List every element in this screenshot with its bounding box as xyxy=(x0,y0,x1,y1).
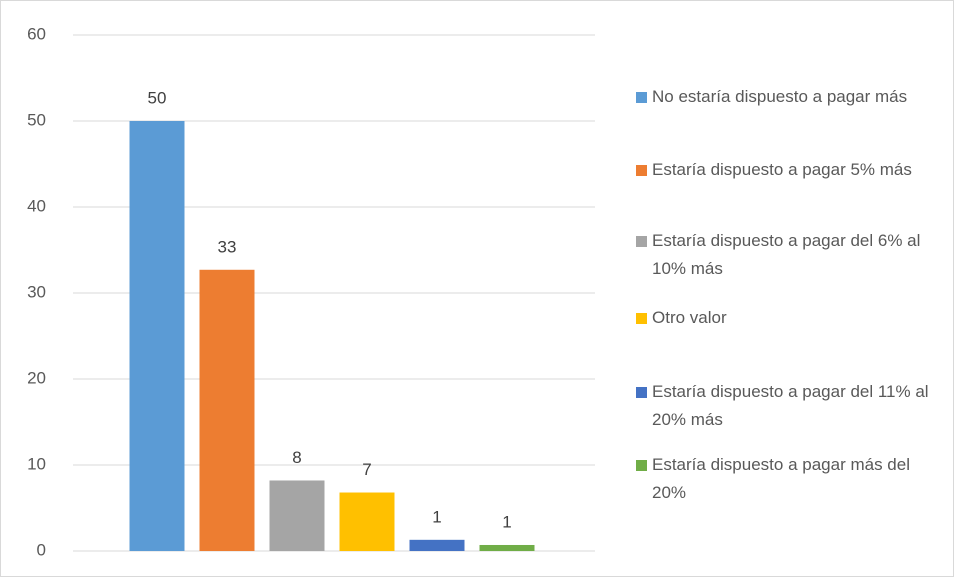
data-label: 1 xyxy=(432,507,441,526)
y-tick-label: 60 xyxy=(27,24,46,43)
legend-item: No estaría dispuesto a pagar más xyxy=(636,83,936,111)
y-tick-label: 10 xyxy=(27,454,46,473)
legend-label: Otro valor xyxy=(652,308,727,327)
legend-label: Estaría dispuesto a pagar del 11% al 20%… xyxy=(652,382,929,429)
y-tick-label: 30 xyxy=(27,282,46,301)
data-label: 8 xyxy=(292,448,301,467)
y-tick-label: 40 xyxy=(27,196,46,215)
legend-label: Estaría dispuesto a pagar más del 20% xyxy=(652,455,910,502)
data-label: 50 xyxy=(148,88,167,107)
data-label: 1 xyxy=(502,512,511,531)
legend-label: Estaría dispuesto a pagar del 6% al 10% … xyxy=(652,231,921,278)
legend-item: Estaría dispuesto a pagar 5% más xyxy=(636,156,936,184)
data-label: 33 xyxy=(218,237,237,256)
bar xyxy=(479,544,535,551)
y-tick-label: 0 xyxy=(37,540,46,559)
bar xyxy=(129,121,185,551)
bar xyxy=(409,539,465,551)
legend-swatch xyxy=(636,165,647,176)
legend-item: Estaría dispuesto a pagar más del 20% xyxy=(636,451,936,507)
bar xyxy=(199,269,255,551)
y-tick-label: 20 xyxy=(27,368,46,387)
legend-label: Estaría dispuesto a pagar 5% más xyxy=(652,160,912,179)
bar xyxy=(269,480,325,551)
data-label: 7 xyxy=(362,460,371,479)
legend-swatch xyxy=(636,236,647,247)
y-tick-label: 50 xyxy=(27,110,46,129)
legend-item: Otro valor xyxy=(636,304,936,332)
legend-item: Estaría dispuesto a pagar del 6% al 10% … xyxy=(636,227,936,283)
legend-swatch xyxy=(636,92,647,103)
legend-item: Estaría dispuesto a pagar del 11% al 20%… xyxy=(636,378,936,434)
legend-swatch xyxy=(636,313,647,324)
legend-label: No estaría dispuesto a pagar más xyxy=(652,87,908,106)
legend-swatch xyxy=(636,460,647,471)
legend-swatch xyxy=(636,387,647,398)
bar xyxy=(339,492,395,551)
